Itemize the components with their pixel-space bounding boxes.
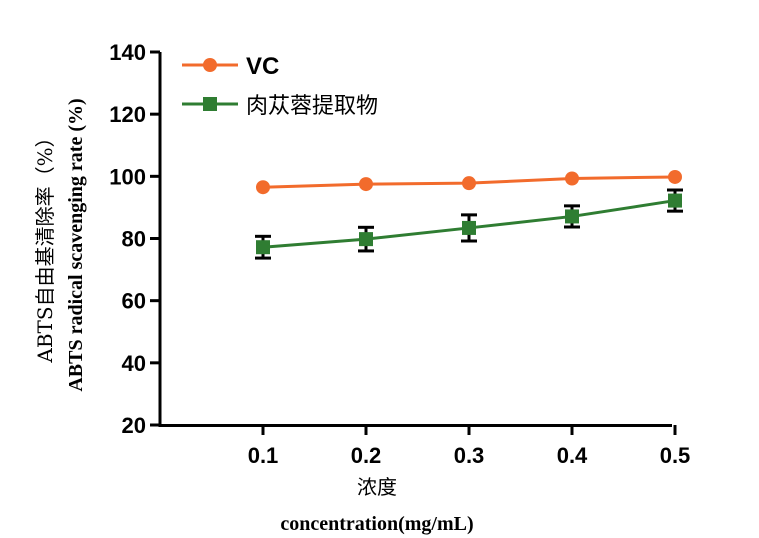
y-axis-title-cn: ABTS自由基清除率（%）: [33, 127, 57, 363]
legend: VC 肉苁蓉提取物: [182, 53, 378, 119]
data-point: [256, 180, 270, 195]
legend-marker-vc: [203, 58, 217, 72]
data-point: [462, 220, 476, 235]
x-axis-title-cn: 浓度: [357, 475, 397, 499]
x-tick-label: 0.2: [351, 443, 382, 468]
y-tick-label: 120: [109, 102, 146, 127]
data-point: [668, 169, 682, 184]
data-point: [668, 193, 682, 208]
y-tick-label: 140: [109, 40, 146, 65]
x-axis-title: concentration(mg/mL): [280, 513, 473, 535]
y-tick-label: 20: [122, 413, 146, 438]
data-point: [359, 232, 373, 247]
x-ticks: 0.1 0.2 0.3 0.4 0.5: [248, 425, 691, 468]
series-0: [256, 169, 682, 195]
x-tick-label: 0.1: [248, 443, 279, 468]
data-point: [462, 176, 476, 191]
y-axis-title: ABTS radical scavenging rate (%): [65, 98, 87, 391]
y-ticks: 20 40 60 80 100 120 140: [109, 40, 160, 438]
y-tick-label: 40: [122, 351, 146, 376]
y-tick-label: 60: [122, 289, 146, 314]
legend-item-extract: 肉苁蓉提取物: [182, 94, 378, 119]
legend-marker-extract: [203, 97, 217, 111]
data-point: [565, 171, 579, 186]
x-tick-label: 0.3: [454, 443, 485, 468]
data-point: [565, 209, 579, 224]
y-tick-label: 100: [109, 164, 146, 189]
legend-item-vc: VC: [182, 53, 279, 80]
data-point: [359, 177, 373, 192]
x-tick-label: 0.5: [660, 443, 691, 468]
data-point: [256, 240, 270, 255]
legend-label-extract: 肉苁蓉提取物: [246, 94, 378, 119]
series-1: [255, 188, 683, 260]
x-tick-label: 0.4: [557, 443, 588, 468]
series-layer: [255, 169, 683, 260]
y-tick-label: 80: [122, 227, 146, 252]
legend-label-vc: VC: [246, 53, 279, 80]
